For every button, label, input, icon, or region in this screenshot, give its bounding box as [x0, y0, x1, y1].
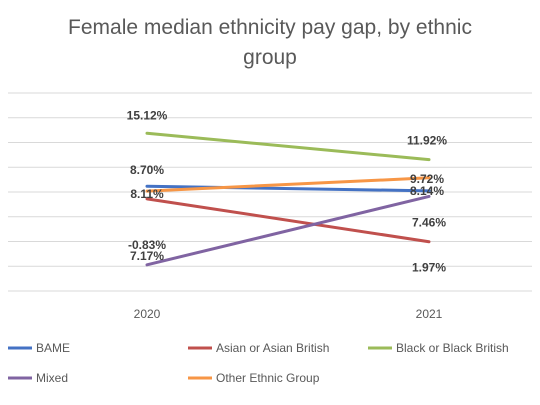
legend-item: Other Ethnic Group — [188, 371, 320, 385]
data-label: 11.92% — [407, 134, 447, 148]
data-label: 8.11% — [130, 187, 164, 201]
data-label: -0.83% — [128, 238, 166, 252]
legend-item: Mixed — [8, 371, 68, 385]
data-label: 1.97% — [412, 261, 446, 275]
data-label: 15.12% — [127, 108, 168, 122]
legend-label: Other Ethnic Group — [216, 371, 320, 385]
x-axis-ticks: 2020 2021 — [134, 307, 443, 321]
legend: BAME Asian or Asian British Black or Black… — [8, 341, 509, 385]
series-line-mixed — [145, 194, 431, 267]
legend-item: BAME — [8, 341, 70, 355]
legend-item: Asian or Asian British — [188, 341, 329, 355]
legend-item: Black or Black British — [368, 341, 509, 355]
data-label: 8.14% — [410, 184, 444, 198]
series-line-black-or-black-british — [145, 131, 431, 162]
series-line-bame — [145, 184, 431, 193]
x-tick-label: 2020 — [134, 307, 161, 321]
x-tick-label: 2021 — [416, 307, 443, 321]
chart-title-line2: group — [243, 46, 297, 69]
series-line-asian-or-asian-british — [145, 197, 431, 244]
data-label: 9.72% — [410, 172, 444, 186]
legend-label: BAME — [36, 341, 70, 355]
legend-label: Asian or Asian British — [216, 341, 329, 355]
series-line-other-ethnic-group — [145, 176, 431, 193]
data-label: 8.70% — [130, 163, 164, 177]
legend-label: Black or Black British — [396, 341, 509, 355]
legend-label: Mixed — [36, 371, 68, 385]
chart-title-line1: Female median ethnicity pay gap, by ethn… — [68, 16, 472, 39]
data-labels: 8.70% 8.14% 7.17% 1.97% 15.12% 11.92% -0.83% 7.… — [127, 108, 448, 274]
data-label: 7.46% — [412, 215, 446, 229]
series-lines — [145, 131, 431, 267]
data-label: 7.17% — [130, 249, 164, 263]
gridlines — [8, 92, 532, 292]
